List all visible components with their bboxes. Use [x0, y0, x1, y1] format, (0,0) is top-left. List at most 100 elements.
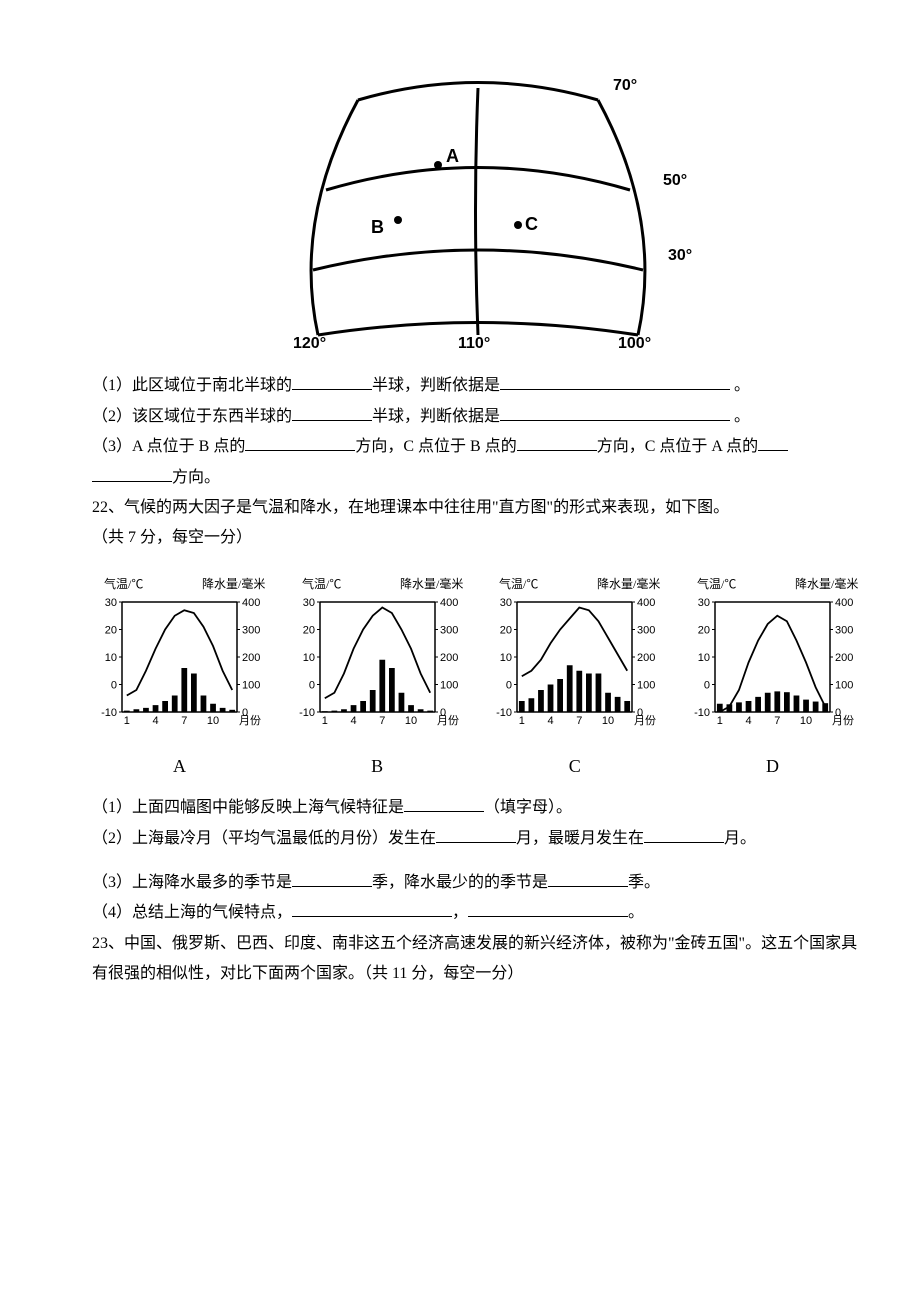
chart-a: 气温/℃降水量/毫米3020100-10400300200100014710月份… [92, 574, 267, 784]
svg-text:20: 20 [698, 624, 710, 636]
lat-70: 70° [613, 77, 637, 94]
svg-text:1: 1 [519, 715, 525, 727]
q21-line3: （3）A 点位于 B 点的方向，C 点位于 B 点的方向，C 点位于 A 点的 [60, 432, 860, 462]
q21-line1: （1）此区域位于南北半球的半球，判断依据是 。 [60, 371, 860, 401]
svg-text:10: 10 [405, 715, 417, 727]
blank[interactable] [292, 373, 372, 390]
climograph-a: 气温/℃降水量/毫米3020100-10400300200100014710月份 [92, 574, 267, 734]
svg-text:7: 7 [774, 715, 780, 727]
svg-text:200: 200 [440, 652, 458, 664]
svg-text:100: 100 [440, 679, 458, 691]
blank[interactable] [468, 900, 628, 917]
svg-text:4: 4 [548, 715, 554, 727]
q22-score: （共 7 分，每空一分） [60, 523, 860, 553]
blank[interactable] [245, 434, 355, 451]
q22-line4: （4）总结上海的气候特点，，。 [60, 898, 860, 928]
blank[interactable] [292, 870, 372, 887]
q21-3c: 方向，C 点位于 A 点的 [597, 438, 758, 455]
blank[interactable] [644, 826, 724, 843]
q22-line3: （3）上海降水最多的季节是 季，降水最少的的季节是 季。 [60, 868, 860, 898]
lat-30: 30° [668, 247, 692, 264]
svg-text:1: 1 [321, 715, 327, 727]
svg-text:降水量/毫米: 降水量/毫米 [597, 576, 660, 591]
svg-text:10: 10 [302, 652, 314, 664]
blank[interactable] [758, 434, 788, 451]
svg-text:400: 400 [440, 597, 458, 609]
svg-text:0: 0 [309, 679, 315, 691]
svg-text:300: 300 [242, 624, 260, 636]
blank[interactable] [292, 900, 452, 917]
lat-50: 50° [663, 172, 687, 189]
svg-text:400: 400 [835, 597, 853, 609]
point-c-label: C [525, 214, 538, 234]
svg-text:100: 100 [242, 679, 260, 691]
svg-text:气温/℃: 气温/℃ [302, 576, 341, 591]
svg-text:100: 100 [835, 679, 853, 691]
q21-3d: 方向。 [172, 469, 220, 486]
svg-text:7: 7 [379, 715, 385, 727]
svg-text:300: 300 [835, 624, 853, 636]
blank[interactable] [404, 795, 484, 812]
point-a-label: A [446, 146, 459, 166]
chart-d: 气温/℃降水量/毫米3020100-10400300200100014710月份… [685, 574, 860, 784]
svg-text:4: 4 [745, 715, 751, 727]
blank[interactable] [517, 434, 597, 451]
svg-text:30: 30 [302, 597, 314, 609]
blank[interactable] [292, 404, 372, 421]
blank[interactable] [500, 404, 730, 421]
blank[interactable] [436, 826, 516, 843]
svg-text:400: 400 [242, 597, 260, 609]
q22-1b: （填字母）。 [484, 799, 572, 816]
svg-text:气温/℃: 气温/℃ [499, 576, 538, 591]
q22-2b: 月，最暖月发生在 [516, 830, 644, 847]
q22-intro: 22、气候的两大因子是气温和降水，在地理课本中往往用"直方图"的形式来表现，如下… [60, 493, 860, 523]
svg-text:气温/℃: 气温/℃ [104, 576, 143, 591]
svg-text:7: 7 [577, 715, 583, 727]
label-d: D [685, 749, 860, 783]
q22-2a: （2）上海最冷月（平均气温最低的月份）发生在 [92, 830, 436, 847]
svg-text:10: 10 [602, 715, 614, 727]
svg-text:月份: 月份 [239, 714, 261, 727]
q22-4a: （4）总结上海的气候特点， [92, 904, 292, 921]
svg-text:400: 400 [637, 597, 655, 609]
svg-text:月份: 月份 [832, 714, 854, 727]
q22-3c: 季。 [628, 874, 660, 891]
svg-text:0: 0 [704, 679, 710, 691]
svg-text:4: 4 [350, 715, 356, 727]
svg-text:-10: -10 [496, 707, 512, 719]
svg-text:-10: -10 [101, 707, 117, 719]
svg-text:0: 0 [111, 679, 117, 691]
svg-text:20: 20 [105, 624, 117, 636]
svg-text:0: 0 [506, 679, 512, 691]
q21-1c: 。 [734, 377, 750, 394]
q22-line2: （2）上海最冷月（平均气温最低的月份）发生在 月，最暖月发生在 月。 [60, 824, 860, 854]
lon-100: 100° [618, 335, 651, 350]
q22-3a: （3）上海降水最多的季节是 [92, 874, 292, 891]
lat-lon-map: A B C 70° 50° 30° 120° 110° 100° [263, 60, 743, 350]
blank[interactable] [500, 373, 730, 390]
svg-text:4: 4 [152, 715, 158, 727]
svg-text:降水量/毫米: 降水量/毫米 [795, 576, 858, 591]
svg-text:300: 300 [637, 624, 655, 636]
svg-text:降水量/毫米: 降水量/毫米 [202, 576, 265, 591]
q21-line3b: 方向。 [60, 463, 860, 493]
chart-c: 气温/℃降水量/毫米3020100-10400300200100014710月份… [487, 574, 662, 784]
climograph-c: 气温/℃降水量/毫米3020100-10400300200100014710月份 [487, 574, 662, 734]
q21-2a: （2）该区域位于东西半球的 [92, 408, 292, 425]
svg-text:200: 200 [835, 652, 853, 664]
svg-text:降水量/毫米: 降水量/毫米 [400, 576, 463, 591]
svg-text:20: 20 [302, 624, 314, 636]
climograph-b: 气温/℃降水量/毫米3020100-10400300200100014710月份 [290, 574, 465, 734]
q22-line1: （1）上面四幅图中能够反映上海气候特征是 （填字母）。 [60, 793, 860, 823]
blank[interactable] [92, 465, 172, 482]
svg-text:月份: 月份 [634, 714, 656, 727]
label-b: B [290, 749, 465, 783]
svg-text:-10: -10 [694, 707, 710, 719]
q22-3b: 季，降水最少的的季节是 [372, 874, 548, 891]
chart-b: 气温/℃降水量/毫米3020100-10400300200100014710月份… [290, 574, 465, 784]
svg-text:100: 100 [637, 679, 655, 691]
blank[interactable] [548, 870, 628, 887]
q22-2c: 月。 [724, 830, 756, 847]
svg-text:10: 10 [800, 715, 812, 727]
q22-1a: （1）上面四幅图中能够反映上海气候特征是 [92, 799, 404, 816]
